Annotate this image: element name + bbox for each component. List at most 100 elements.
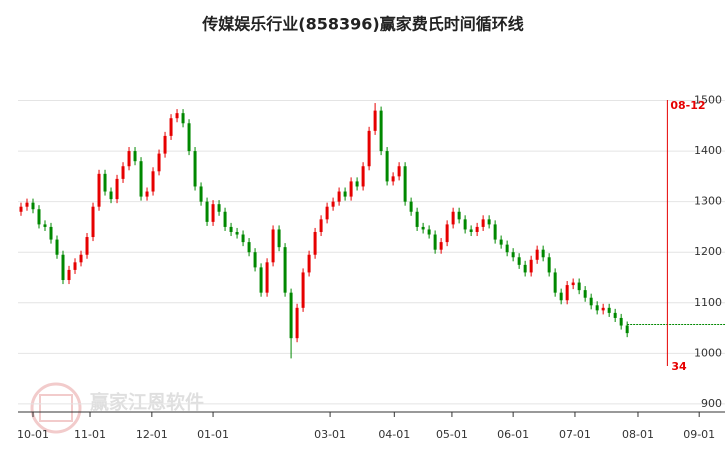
- candle-body: [67, 269, 71, 281]
- candle-body: [427, 229, 431, 235]
- cycle-count: 34: [671, 360, 687, 373]
- candle-body: [553, 272, 557, 293]
- candle-body: [151, 171, 155, 192]
- candle-body: [607, 307, 611, 313]
- x-tick-label: 04-01: [378, 428, 410, 441]
- candle-body: [145, 191, 149, 197]
- candle-body: [589, 297, 593, 306]
- candle-body: [163, 135, 167, 154]
- candle-body: [223, 211, 227, 227]
- y-tick-label: 1000: [694, 346, 722, 359]
- candle-body: [139, 161, 143, 197]
- candle-body: [265, 262, 269, 293]
- x-tick-label: 12-01: [136, 428, 168, 441]
- candle-body: [361, 166, 365, 187]
- cycle-date: 08-12: [670, 99, 705, 112]
- candle-body: [433, 234, 437, 250]
- candle-body: [181, 113, 185, 124]
- candle-body: [97, 173, 101, 207]
- candle-body: [355, 181, 359, 187]
- candle-body: [349, 181, 353, 197]
- candle-body: [127, 151, 131, 167]
- candle-body: [259, 267, 263, 293]
- candle-body: [211, 204, 215, 222]
- candle-body: [307, 254, 311, 273]
- y-tick-label: 1300: [694, 195, 722, 208]
- candle-body: [73, 262, 77, 270]
- candle-body: [535, 249, 539, 260]
- candle-body: [397, 166, 401, 177]
- candle-body: [121, 166, 125, 179]
- x-tick-label: 03-01: [314, 428, 346, 441]
- candle-body: [31, 202, 35, 210]
- candle-body: [79, 254, 83, 263]
- candle-body: [205, 201, 209, 222]
- candle-body: [583, 290, 587, 298]
- candle-body: [385, 151, 389, 182]
- candle-body: [613, 312, 617, 318]
- candle-body: [565, 285, 569, 301]
- candle-body: [511, 252, 515, 258]
- y-tick-label: 1200: [694, 245, 722, 258]
- candle-body: [445, 224, 449, 243]
- candle-body: [289, 292, 293, 339]
- candle-body: [469, 229, 473, 232]
- candle-body: [283, 247, 287, 293]
- candle-body: [295, 307, 299, 339]
- y-tick-label: 1500: [694, 94, 722, 107]
- candle-body: [475, 226, 479, 232]
- candle-body: [487, 219, 491, 225]
- x-tick-label: 08-01: [622, 428, 654, 441]
- candle-body: [439, 242, 443, 250]
- candle-body: [37, 209, 41, 225]
- watermark: 赢家江恩软件: [90, 391, 204, 414]
- candle-body: [199, 186, 203, 202]
- candle-body: [625, 325, 629, 334]
- candle-body: [601, 307, 605, 311]
- candle-body: [505, 244, 509, 253]
- candle-body: [373, 110, 377, 131]
- candle-body: [481, 219, 485, 227]
- watermark-logo: [30, 382, 82, 434]
- y-tick-label: 900: [701, 397, 722, 410]
- candle-body: [523, 264, 527, 273]
- candle-body: [391, 176, 395, 182]
- x-tick-label: 07-01: [559, 428, 591, 441]
- candle-body: [595, 305, 599, 311]
- candle-body: [109, 191, 113, 200]
- candle-body: [277, 229, 281, 248]
- candle-body: [247, 242, 251, 253]
- candle-body: [103, 173, 107, 192]
- candle-body: [91, 206, 95, 238]
- candle-body: [559, 292, 563, 301]
- x-tick-label: 10-01: [17, 428, 49, 441]
- x-tick-label: 06-01: [497, 428, 529, 441]
- candle-body: [421, 226, 425, 230]
- candle-body: [463, 219, 467, 230]
- candle-body: [571, 282, 575, 286]
- candle-body: [241, 234, 245, 243]
- candle-body: [331, 201, 335, 207]
- candle-body: [49, 226, 53, 240]
- candle-body: [529, 259, 533, 273]
- candle-body: [457, 211, 461, 220]
- x-tick-label: 11-01: [74, 428, 106, 441]
- candle-body: [367, 130, 371, 167]
- candle-body: [157, 153, 161, 172]
- candle-body: [325, 206, 329, 220]
- candle-body: [253, 252, 257, 268]
- x-tick-label: 09-01: [683, 428, 715, 441]
- y-tick-label: 1100: [694, 296, 722, 309]
- candle-body: [379, 110, 383, 152]
- candle-body: [169, 118, 173, 136]
- candle-body: [61, 254, 65, 281]
- candle-body: [55, 239, 59, 255]
- candle-body: [313, 231, 317, 255]
- candle-body: [343, 191, 347, 197]
- x-tick-label: 01-01: [197, 428, 229, 441]
- candle-body: [577, 282, 581, 291]
- candle-body: [541, 249, 545, 258]
- x-tick-label: 05-01: [436, 428, 468, 441]
- candle-body: [43, 224, 47, 227]
